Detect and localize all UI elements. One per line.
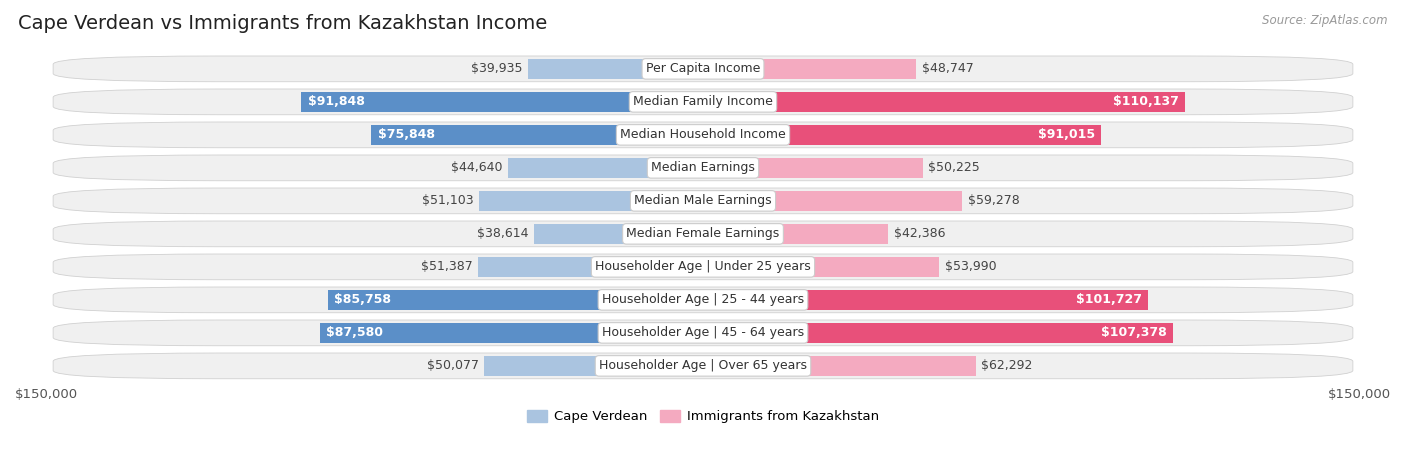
- FancyBboxPatch shape: [53, 56, 1353, 82]
- Bar: [703, 125, 1101, 145]
- Text: Source: ZipAtlas.com: Source: ZipAtlas.com: [1263, 14, 1388, 27]
- Text: Householder Age | Over 65 years: Householder Age | Over 65 years: [599, 360, 807, 372]
- FancyBboxPatch shape: [53, 89, 1353, 115]
- Bar: [703, 92, 1185, 112]
- Text: Cape Verdean vs Immigrants from Kazakhstan Income: Cape Verdean vs Immigrants from Kazakhst…: [18, 14, 547, 33]
- FancyBboxPatch shape: [53, 353, 1353, 379]
- Bar: [484, 356, 703, 376]
- Bar: [703, 191, 963, 211]
- Text: $51,103: $51,103: [422, 194, 474, 207]
- Bar: [478, 257, 703, 277]
- Text: $50,225: $50,225: [928, 162, 980, 174]
- Text: Householder Age | 45 - 64 years: Householder Age | 45 - 64 years: [602, 326, 804, 340]
- Text: $48,747: $48,747: [921, 63, 973, 75]
- Bar: [703, 290, 1149, 310]
- FancyBboxPatch shape: [53, 155, 1353, 181]
- FancyBboxPatch shape: [53, 188, 1353, 214]
- Text: Median Earnings: Median Earnings: [651, 162, 755, 174]
- Text: $75,848: $75,848: [378, 128, 434, 142]
- Text: $110,137: $110,137: [1112, 95, 1178, 108]
- FancyBboxPatch shape: [53, 320, 1353, 346]
- Text: Median Male Earnings: Median Male Earnings: [634, 194, 772, 207]
- Text: $62,292: $62,292: [981, 360, 1032, 372]
- Bar: [703, 356, 976, 376]
- Bar: [703, 224, 889, 244]
- Bar: [319, 323, 703, 343]
- Bar: [479, 191, 703, 211]
- Text: $51,387: $51,387: [422, 261, 472, 273]
- Text: Householder Age | Under 25 years: Householder Age | Under 25 years: [595, 261, 811, 273]
- Text: Per Capita Income: Per Capita Income: [645, 63, 761, 75]
- Text: Median Female Earnings: Median Female Earnings: [627, 227, 779, 241]
- FancyBboxPatch shape: [53, 221, 1353, 247]
- Bar: [371, 125, 703, 145]
- Text: $87,580: $87,580: [326, 326, 384, 340]
- Text: $42,386: $42,386: [894, 227, 945, 241]
- Text: $107,378: $107,378: [1101, 326, 1167, 340]
- Bar: [703, 158, 922, 178]
- Text: $59,278: $59,278: [967, 194, 1019, 207]
- Text: $39,935: $39,935: [471, 63, 523, 75]
- Bar: [328, 290, 703, 310]
- Text: $44,640: $44,640: [451, 162, 502, 174]
- FancyBboxPatch shape: [53, 122, 1353, 148]
- Text: $101,727: $101,727: [1076, 293, 1142, 306]
- Bar: [703, 323, 1173, 343]
- Bar: [703, 59, 917, 79]
- FancyBboxPatch shape: [53, 287, 1353, 313]
- Bar: [301, 92, 703, 112]
- Text: $38,614: $38,614: [477, 227, 529, 241]
- Text: Median Family Income: Median Family Income: [633, 95, 773, 108]
- Text: $85,758: $85,758: [335, 293, 391, 306]
- Legend: Cape Verdean, Immigrants from Kazakhstan: Cape Verdean, Immigrants from Kazakhstan: [522, 404, 884, 429]
- Text: Householder Age | 25 - 44 years: Householder Age | 25 - 44 years: [602, 293, 804, 306]
- Bar: [703, 257, 939, 277]
- Text: $50,077: $50,077: [426, 360, 478, 372]
- Bar: [529, 59, 703, 79]
- Text: Median Household Income: Median Household Income: [620, 128, 786, 142]
- Bar: [508, 158, 703, 178]
- Bar: [534, 224, 703, 244]
- Text: $53,990: $53,990: [945, 261, 995, 273]
- Text: $91,848: $91,848: [308, 95, 364, 108]
- Text: $91,015: $91,015: [1038, 128, 1095, 142]
- FancyBboxPatch shape: [53, 254, 1353, 280]
